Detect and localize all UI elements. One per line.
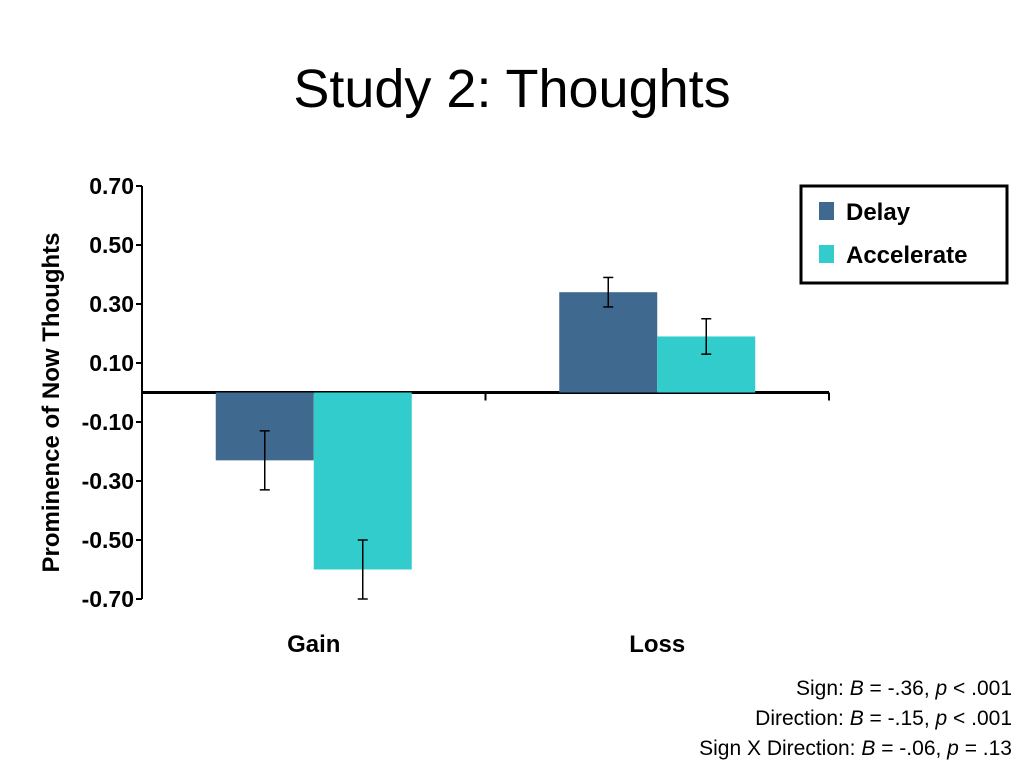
- legend-swatch-accelerate: [819, 245, 834, 263]
- y-axis-label: Prominence of Now Thoughts: [38, 233, 65, 573]
- x-tick-label: Loss: [629, 631, 685, 658]
- legend-label-accelerate: Accelerate: [846, 242, 967, 269]
- x-tick-label: Gain: [287, 631, 340, 658]
- y-tick-label: -0.30: [82, 468, 134, 494]
- stat-line-direction: Direction: B = -.15, p < .001: [755, 707, 1012, 730]
- stats-block: Sign: B = -.36, p < .001 Direction: B = …: [699, 674, 1012, 764]
- y-tick-label: 0.10: [89, 350, 134, 376]
- y-tick-label: -0.70: [82, 586, 134, 612]
- y-tick-label: 0.30: [89, 291, 134, 317]
- legend-box: [799, 184, 1009, 285]
- y-tick-label: 0.70: [89, 173, 134, 199]
- chart: 0.70 0.50 0.30 0.10 -0.10 -0.30 -0.50 -0.70 Prom…: [38, 173, 1009, 658]
- y-tick-label: -0.10: [82, 409, 134, 435]
- legend-label-delay: Delay: [846, 199, 911, 226]
- stat-line-sign: Sign: B = -.36, p < .001: [795, 677, 1012, 700]
- legend-swatch-delay: [819, 202, 834, 220]
- bar-delay-loss: [559, 292, 658, 393]
- stat-line-interaction: Sign X Direction: B = -.06, p = .13: [699, 737, 1012, 760]
- y-tick-label: -0.50: [82, 527, 134, 553]
- chart-title: Study 2: Thoughts: [293, 59, 731, 119]
- y-tick-label: 0.50: [89, 232, 134, 258]
